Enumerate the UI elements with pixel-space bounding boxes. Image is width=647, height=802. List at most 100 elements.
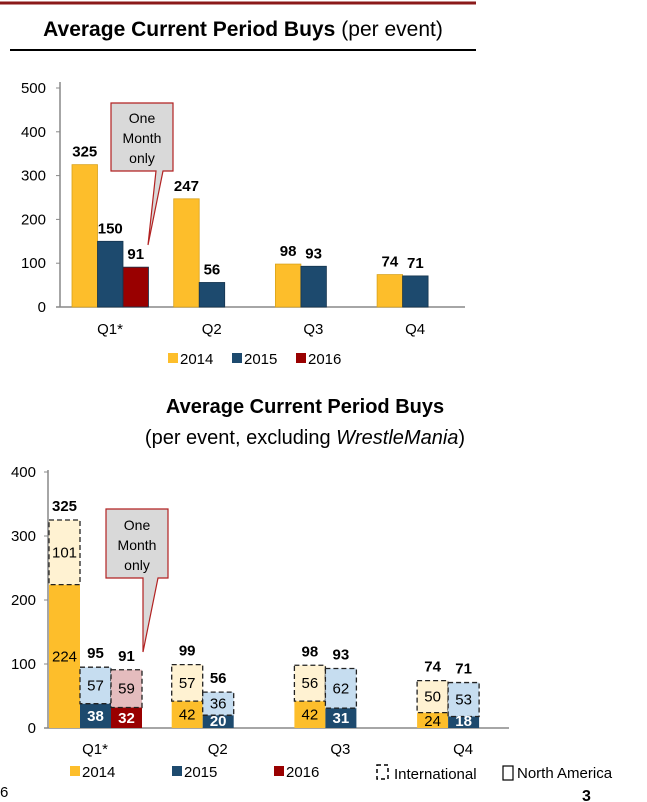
data-label: 91 <box>127 246 144 263</box>
y-tick-label: 300 <box>21 168 46 185</box>
international-label: 50 <box>424 689 441 706</box>
data-label: 71 <box>407 255 424 272</box>
category-label: Q3 <box>330 741 350 758</box>
bar-international-2014 <box>416 679 449 714</box>
bar-international-2015 <box>324 667 358 709</box>
total-label: 71 <box>455 661 472 678</box>
bar-2014 <box>71 164 98 308</box>
total-label: 74 <box>424 659 441 676</box>
bar-2015 <box>198 282 226 308</box>
north-america-label: 42 <box>179 707 196 724</box>
y-tick-label: 0 <box>38 299 46 316</box>
north-america-label: 31 <box>333 710 350 727</box>
total-label: 93 <box>333 646 350 663</box>
legend-label: 2015 <box>244 351 277 368</box>
callout-text: One <box>124 517 151 533</box>
data-label: 56 <box>204 261 221 278</box>
legend-swatch-2014 <box>168 353 178 363</box>
bar-2016 <box>122 266 149 308</box>
category-label: Q1* <box>97 321 123 338</box>
y-tick-label: 200 <box>21 211 46 228</box>
legend-label: 2014 <box>180 351 213 368</box>
callout-bubble <box>110 102 174 246</box>
legend-swatch-2016 <box>296 353 306 363</box>
legend-swatch-north-america <box>502 765 514 781</box>
legend-swatch-2014 <box>70 766 80 776</box>
bar-2014 <box>173 198 200 308</box>
category-label: Q1* <box>82 741 108 758</box>
legend-swatch-international <box>376 764 389 780</box>
chart1-title: Average Current Period Buys (per event) <box>43 18 443 41</box>
north-america-label: 38 <box>87 708 104 725</box>
bar-north-america-2015 <box>325 708 357 728</box>
chart2-subtitle-prefix: (per event, excluding <box>145 427 336 449</box>
international-label: 53 <box>455 692 472 709</box>
legend-swatch-2015 <box>172 766 182 776</box>
category-label: Q4 <box>453 741 473 758</box>
bar-international-2015 <box>202 691 235 716</box>
y-tick-label: 100 <box>21 255 46 272</box>
bar-2015 <box>402 275 429 308</box>
bar-north-america-2015 <box>448 716 480 728</box>
data-label: 74 <box>382 254 399 271</box>
north-america-label: 20 <box>210 713 227 730</box>
bar-north-america-2015 <box>202 715 234 728</box>
bar-north-america-2014 <box>49 584 80 728</box>
total-label: 91 <box>118 648 135 665</box>
north-america-label: 32 <box>118 710 135 727</box>
data-label: 325 <box>72 144 97 161</box>
callout-text: Month <box>118 537 157 553</box>
bar-2014 <box>274 263 302 308</box>
legend-swatch-2016 <box>274 766 284 776</box>
y-tick-label: 400 <box>21 124 46 141</box>
legend-label: North America <box>517 765 613 782</box>
legend-label: 2016 <box>286 764 319 781</box>
bar-2014 <box>376 274 404 308</box>
bar-international-2014 <box>171 663 204 702</box>
chart2-subtitle-suffix: ) <box>458 427 465 449</box>
international-label: 56 <box>302 675 319 692</box>
bar-north-america-2014 <box>171 701 203 728</box>
chart1-subtitle: (per event) <box>341 18 443 41</box>
left-number: 6 <box>0 784 8 801</box>
bar-2015 <box>97 240 124 308</box>
chart2-subtitle-italic: WrestleMania <box>336 427 458 449</box>
y-tick-label: 0 <box>28 720 36 737</box>
y-tick-label: 200 <box>11 592 36 609</box>
north-america-label: 18 <box>455 713 472 730</box>
data-label: 150 <box>98 220 123 237</box>
callout-text: only <box>129 150 155 166</box>
bar-international-2014 <box>48 519 81 586</box>
international-label: 59 <box>118 681 135 698</box>
legend-label: 2015 <box>184 764 217 781</box>
international-label: 101 <box>52 544 77 561</box>
bar-north-america-2015 <box>80 703 111 728</box>
data-label: 98 <box>280 243 297 260</box>
chart2: 0 100 200 300 400 Q1* 224 101 325 38 57 95 32 59 91 Q2 4… <box>11 464 613 783</box>
international-label: 62 <box>333 680 350 697</box>
bar-2015 <box>300 265 327 308</box>
callout-text: Month <box>123 130 162 146</box>
legend-label: 2016 <box>308 351 341 368</box>
chart2-title: Average Current Period Buys <box>166 396 444 418</box>
bar-north-america-2014 <box>417 712 449 728</box>
y-tick-label: 400 <box>11 464 36 481</box>
bar-international-2014 <box>293 664 327 702</box>
total-label: 325 <box>52 498 77 515</box>
international-label: 57 <box>179 675 196 692</box>
bar-international-2015 <box>79 666 112 705</box>
north-america-label: 24 <box>424 713 441 730</box>
bar-north-america-2014 <box>294 701 326 728</box>
north-america-label: 42 <box>302 707 319 724</box>
international-label: 36 <box>210 696 227 713</box>
total-label: 98 <box>302 643 319 660</box>
international-label: 57 <box>87 677 104 694</box>
category-label: Q3 <box>303 321 323 338</box>
bar-north-america-2016 <box>111 707 142 728</box>
category-label: Q4 <box>405 321 425 338</box>
chart2-subtitle: (per event, excluding WrestleMania) <box>145 427 465 449</box>
callout-text: One <box>129 110 156 126</box>
legend-label: International <box>394 766 477 783</box>
